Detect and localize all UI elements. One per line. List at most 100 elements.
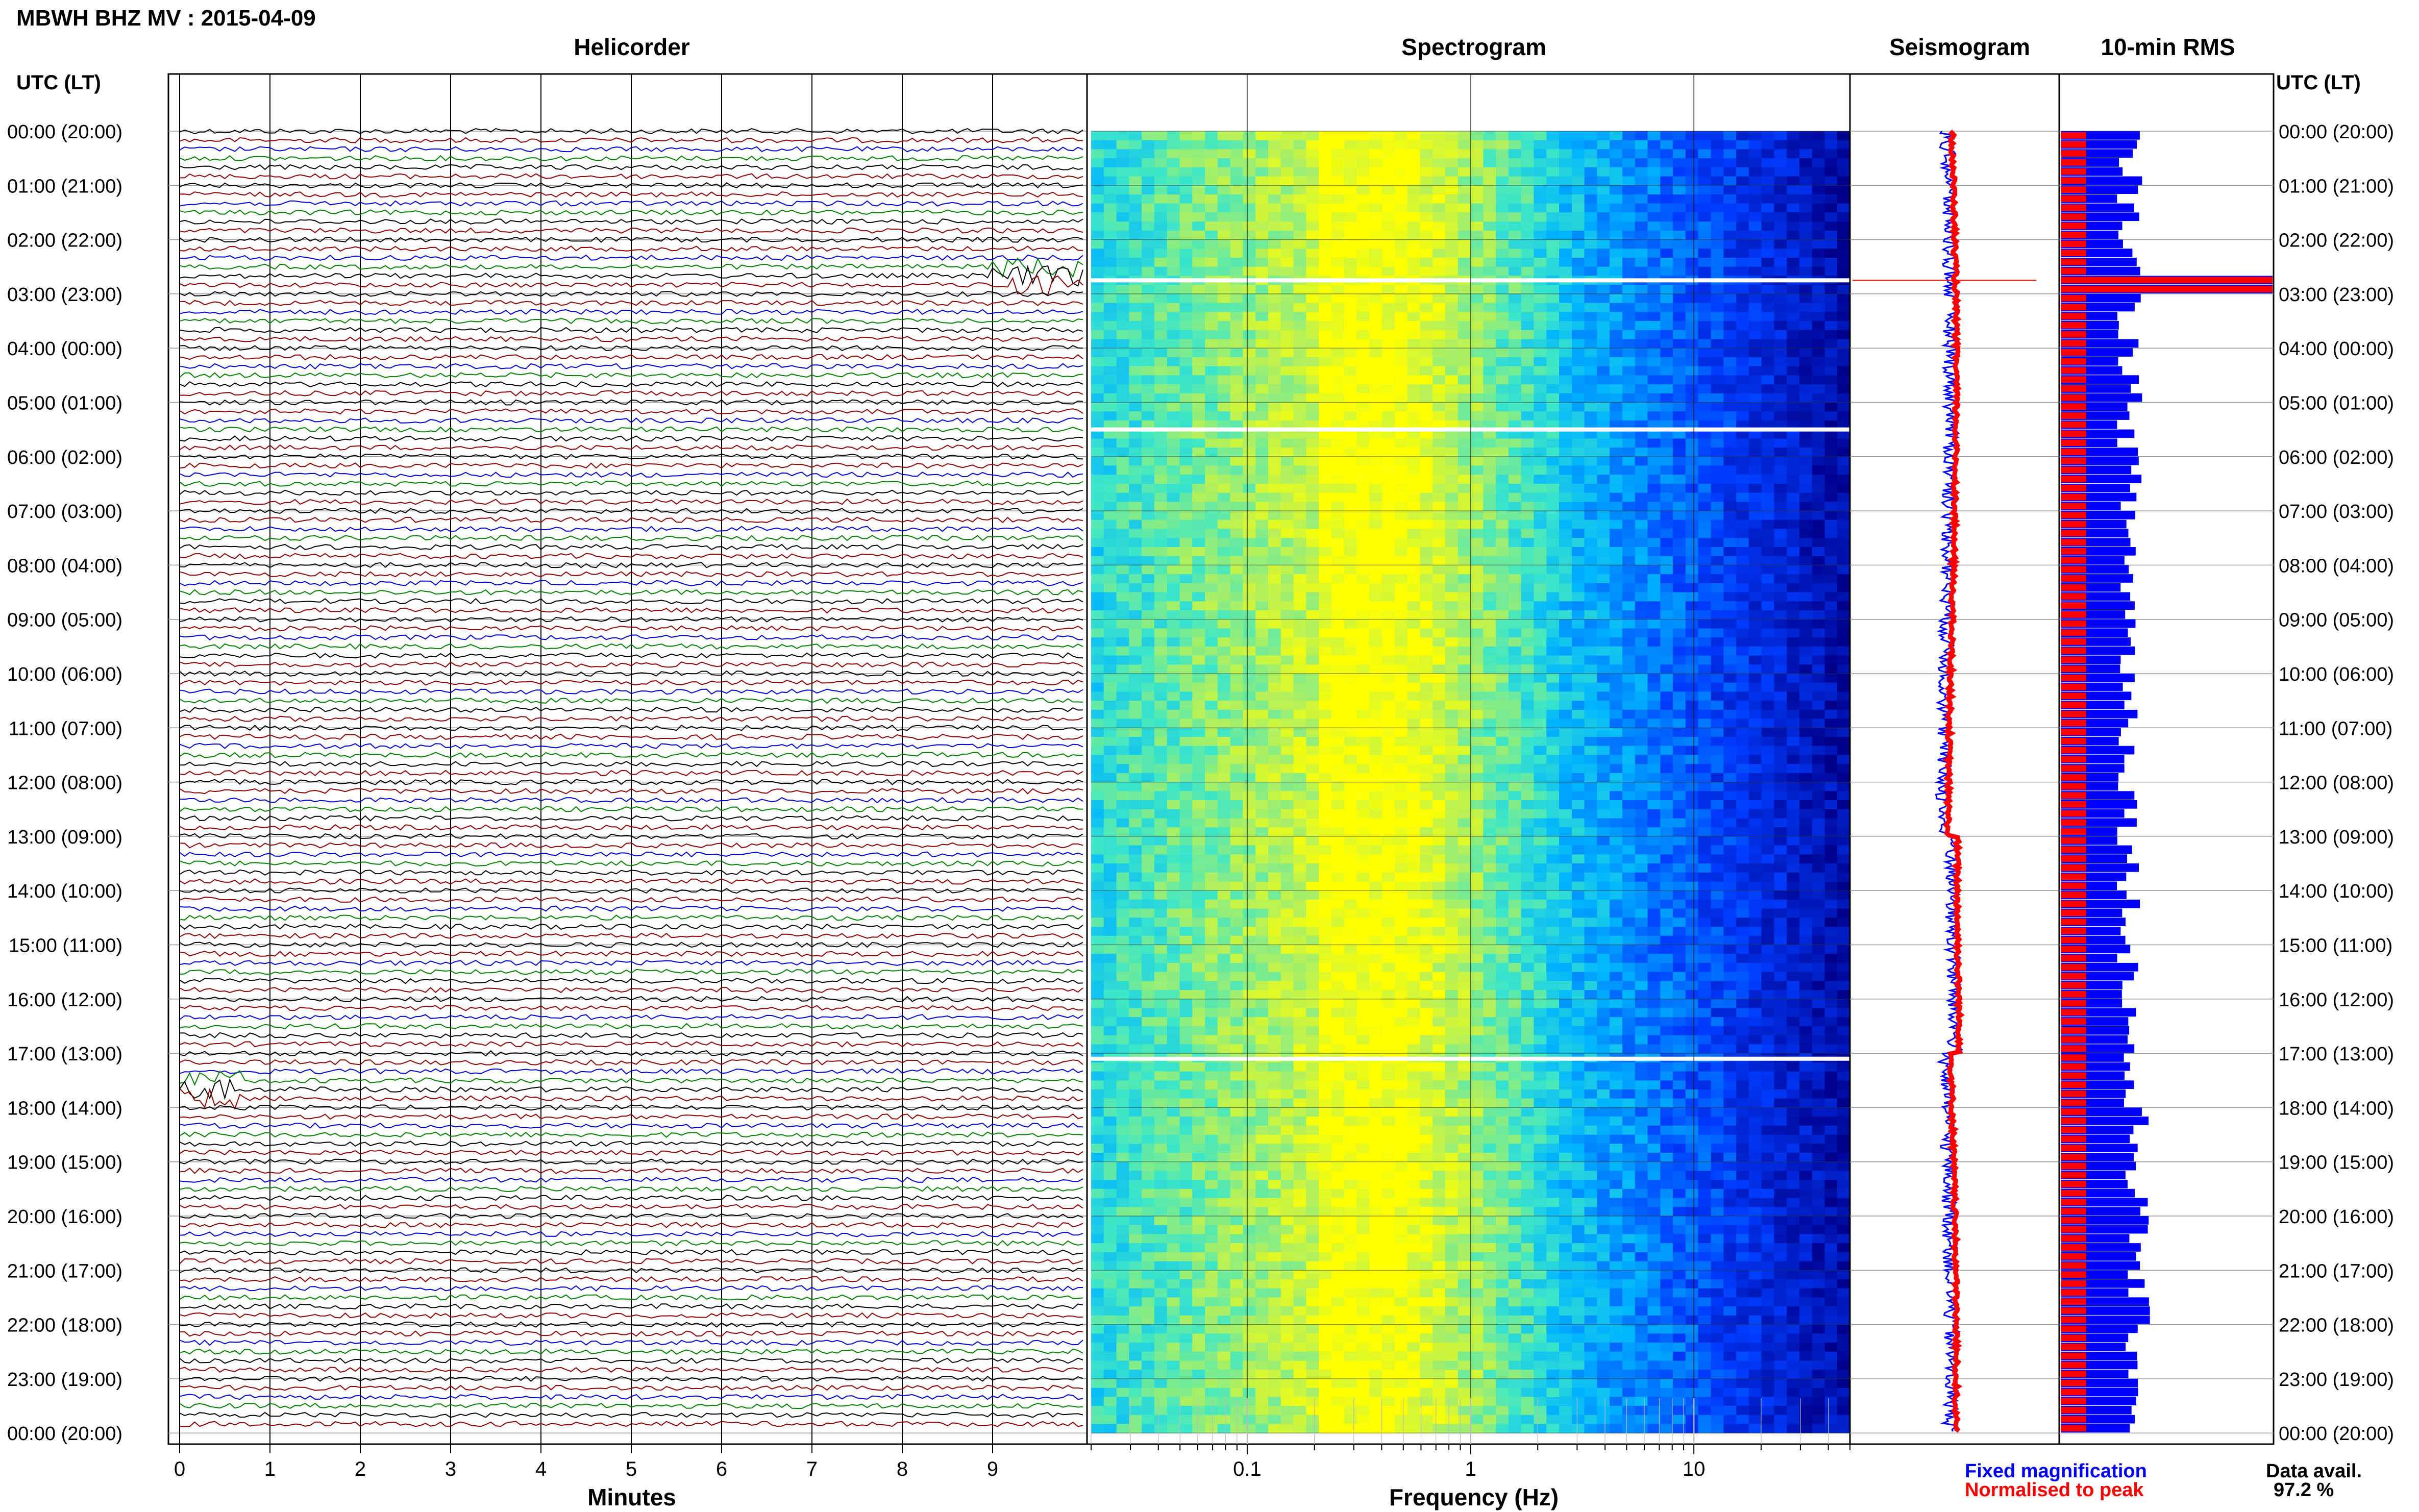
- spectrogram-cell: [1280, 519, 1294, 530]
- spectrogram-cell: [1774, 718, 1787, 728]
- spectrogram-cell: [1483, 764, 1496, 774]
- spectrogram-cell: [1205, 438, 1218, 448]
- spectrogram-cell: [1445, 827, 1459, 837]
- spectrogram-cell: [1129, 619, 1142, 629]
- spectrogram-cell: [1723, 691, 1737, 701]
- spectrogram-cell: [1192, 818, 1205, 828]
- spectrogram-cell: [1433, 411, 1446, 421]
- spectrogram-cell: [1306, 312, 1319, 321]
- spectrogram-cell: [1205, 239, 1218, 249]
- helicorder-frame: [167, 73, 1088, 1445]
- spectrogram-cell: [1154, 519, 1168, 530]
- spectrogram-cell: [1812, 366, 1825, 376]
- spectrogram-cell: [1142, 140, 1155, 150]
- spectrogram-cell: [1217, 303, 1231, 312]
- spectrogram-cell: [1103, 384, 1117, 394]
- spectrogram-cell: [1356, 565, 1370, 575]
- spectrogram-cell: [1382, 718, 1395, 728]
- spectrogram-cell: [1116, 782, 1129, 791]
- spectrogram-cell: [1167, 176, 1180, 186]
- spectrogram-cell: [1584, 293, 1597, 304]
- spectrogram-cell: [1205, 420, 1218, 430]
- spectrogram-cell: [1394, 393, 1408, 403]
- spectrogram-cell: [1382, 230, 1395, 240]
- spectrogram-cell: [1205, 465, 1218, 475]
- spectrogram-cell: [1748, 511, 1762, 520]
- spectrogram-cell: [1521, 701, 1534, 710]
- minute-tick-label: 5: [626, 1458, 637, 1480]
- spectrogram-cell: [1179, 827, 1193, 837]
- spectrogram-cell: [1192, 384, 1205, 394]
- spectrogram-cell: [1142, 718, 1155, 728]
- spectrogram-cell: [1230, 583, 1243, 593]
- spectrogram-cell: [1142, 438, 1155, 448]
- spectrogram-cell: [1103, 601, 1117, 611]
- spectrogram-cell: [1129, 836, 1142, 846]
- spectrogram-cell: [1534, 429, 1547, 439]
- helicorder-trace: [179, 652, 1083, 659]
- spectrogram-cell: [1420, 429, 1433, 439]
- spectrogram-cell: [1205, 429, 1218, 439]
- spectrogram-cell: [1534, 221, 1547, 231]
- spectrogram-cell: [1243, 303, 1256, 312]
- spectrogram-cell: [1129, 348, 1142, 358]
- spectrogram-cell: [1584, 456, 1597, 466]
- spectrogram-cell: [1344, 249, 1357, 258]
- spectrogram-cell: [1319, 547, 1332, 557]
- spectrogram-cell: [1103, 764, 1117, 774]
- spectrogram-cell: [1280, 330, 1294, 340]
- spectrogram-cell: [1534, 411, 1547, 421]
- spectrogram-cell: [1293, 149, 1306, 159]
- spectrogram-cell: [1761, 402, 1774, 412]
- spectrogram-cell: [1103, 818, 1117, 828]
- spectrogram-cell: [1255, 366, 1269, 376]
- spectrogram-cell: [1685, 737, 1699, 747]
- spectrogram-cell: [1685, 764, 1699, 774]
- spectrogram-cell: [1394, 194, 1408, 204]
- spectrogram-cell: [1622, 592, 1636, 602]
- spectrogram-cell: [1546, 203, 1560, 213]
- spectrogram-cell: [1496, 637, 1509, 647]
- spectrogram-cell: [1154, 339, 1168, 349]
- spectrogram-cell: [1711, 357, 1724, 367]
- spectrogram-cell: [1610, 230, 1623, 240]
- spectrogram-cell: [1382, 619, 1395, 629]
- spectrogram-cell: [1280, 800, 1294, 810]
- spectrogram-cell: [1635, 502, 1648, 511]
- spectrogram-cell: [1205, 682, 1218, 692]
- spectrogram-cell: [1243, 465, 1256, 475]
- spectrogram-cell: [1331, 818, 1345, 828]
- spectrogram-cell: [1685, 339, 1699, 349]
- spectrogram-cell: [1280, 321, 1294, 331]
- spectrogram-cell: [1205, 167, 1218, 177]
- spectrogram-cell: [1534, 194, 1547, 204]
- spectrogram-cell: [1711, 529, 1724, 538]
- spectrogram-cell: [1559, 529, 1572, 538]
- spectrogram-cell: [1698, 655, 1711, 665]
- helicorder-trace: [179, 462, 1083, 469]
- spectrogram-cell: [1458, 818, 1471, 828]
- spectrogram-cell: [1230, 601, 1243, 611]
- spectrogram-cell: [1698, 791, 1711, 801]
- spectrogram-cell: [1369, 637, 1383, 647]
- spectrogram-cell: [1192, 502, 1205, 511]
- spectrogram-cell: [1787, 511, 1800, 520]
- spectrogram-cell: [1344, 475, 1357, 484]
- spectrogram-cell: [1647, 483, 1661, 493]
- spectrogram-cell: [1647, 149, 1661, 159]
- spectrogram-cell: [1420, 664, 1433, 674]
- spectrogram-cell: [1812, 429, 1825, 439]
- spectrogram-cell: [1597, 538, 1610, 548]
- helicorder-trace: [179, 670, 1083, 677]
- spectrogram-cell: [1534, 547, 1547, 557]
- spectrogram-cell: [1761, 655, 1774, 665]
- spectrogram-cell: [1546, 456, 1560, 466]
- spectrogram-cell: [1521, 420, 1534, 430]
- spectrogram-cell: [1420, 565, 1433, 575]
- spectrogram-cell: [1660, 375, 1673, 385]
- spectrogram-cell: [1154, 176, 1168, 186]
- spectrogram-cell: [1660, 249, 1673, 258]
- spectrogram-cell: [1584, 836, 1597, 846]
- spectrogram-cell: [1647, 511, 1661, 520]
- spectrogram-cell: [1154, 755, 1168, 764]
